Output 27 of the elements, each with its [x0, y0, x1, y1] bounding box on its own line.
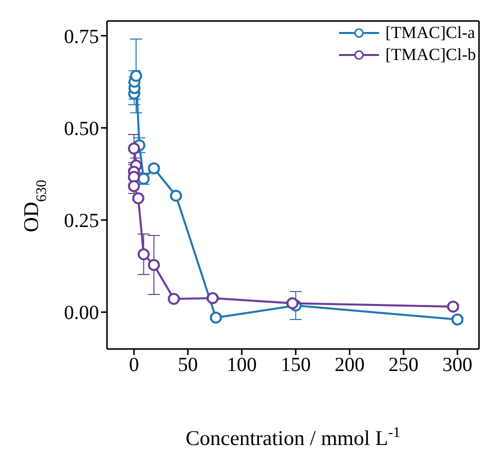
point [168, 292, 180, 305]
point [138, 248, 150, 260]
point [210, 312, 222, 324]
x-tick-label: 50 [178, 354, 198, 376]
point [286, 297, 298, 310]
x-tick-label: 200 [334, 354, 365, 376]
legend-label: [TMAC]Cl-a [385, 22, 476, 44]
x-tick-label: 100 [226, 354, 257, 376]
y-tick-label: 0.75 [64, 26, 99, 48]
point [132, 192, 144, 204]
x-tick-label: 250 [388, 354, 419, 376]
y-tick-label: 0.25 [64, 210, 99, 232]
point [447, 300, 460, 313]
point [451, 314, 464, 326]
point [170, 190, 182, 202]
point [130, 70, 142, 82]
x-tick-label: 300 [442, 354, 472, 376]
point [206, 292, 219, 304]
x-tick-label: 150 [280, 354, 311, 376]
point [148, 258, 160, 271]
x-tick-label: 0 [128, 354, 139, 376]
x-axis-title: Concentration / mmol L$^{-1}$ [186, 425, 400, 450]
point [148, 162, 160, 174]
y-tick-label: 0.00 [64, 302, 99, 324]
y-tick-label: 0.50 [64, 118, 99, 140]
point [128, 142, 140, 155]
legend-label: [TMAC]Cl-b [385, 44, 476, 66]
